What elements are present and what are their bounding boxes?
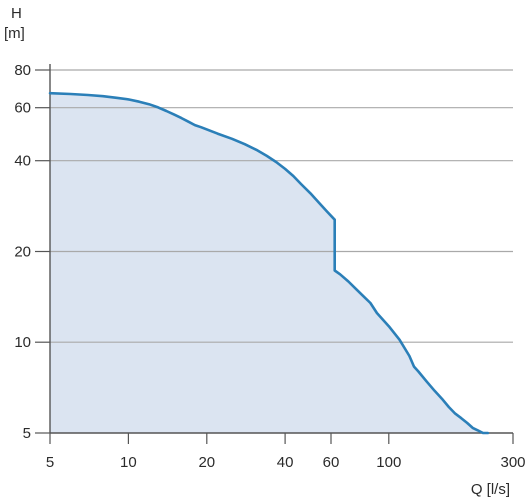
horizontal-grid-lines bbox=[50, 69, 513, 343]
x-axis-title: Q [l/s] bbox=[471, 481, 510, 498]
x-tick-label-40: 40 bbox=[277, 454, 294, 471]
y-tick-label-80: 80 bbox=[14, 62, 31, 79]
x-tick-label-100: 100 bbox=[376, 454, 401, 471]
y-axis-ticks: 5 10 20 40 60 80 bbox=[14, 62, 50, 442]
y-tick-label-60: 60 bbox=[14, 100, 31, 117]
y-axis-title: H bbox=[11, 5, 22, 22]
y-tick-label-20: 20 bbox=[14, 244, 31, 261]
x-tick-label-10: 10 bbox=[120, 454, 137, 471]
y-axis-unit: [m] bbox=[4, 25, 25, 42]
y-tick-label-40: 40 bbox=[14, 153, 31, 170]
x-tick-label-5: 5 bbox=[46, 454, 54, 471]
operating-range-area bbox=[50, 93, 488, 433]
x-tick-label-20: 20 bbox=[198, 454, 215, 471]
y-tick-label-10: 10 bbox=[14, 334, 31, 351]
x-axis-ticks: 5 10 20 40 60 100 300 bbox=[46, 433, 526, 471]
x-tick-label-60: 60 bbox=[323, 454, 340, 471]
pump-curve-line bbox=[48, 91, 490, 435]
y-tick-label-5: 5 bbox=[23, 425, 31, 442]
x-tick-label-300: 300 bbox=[500, 454, 525, 471]
